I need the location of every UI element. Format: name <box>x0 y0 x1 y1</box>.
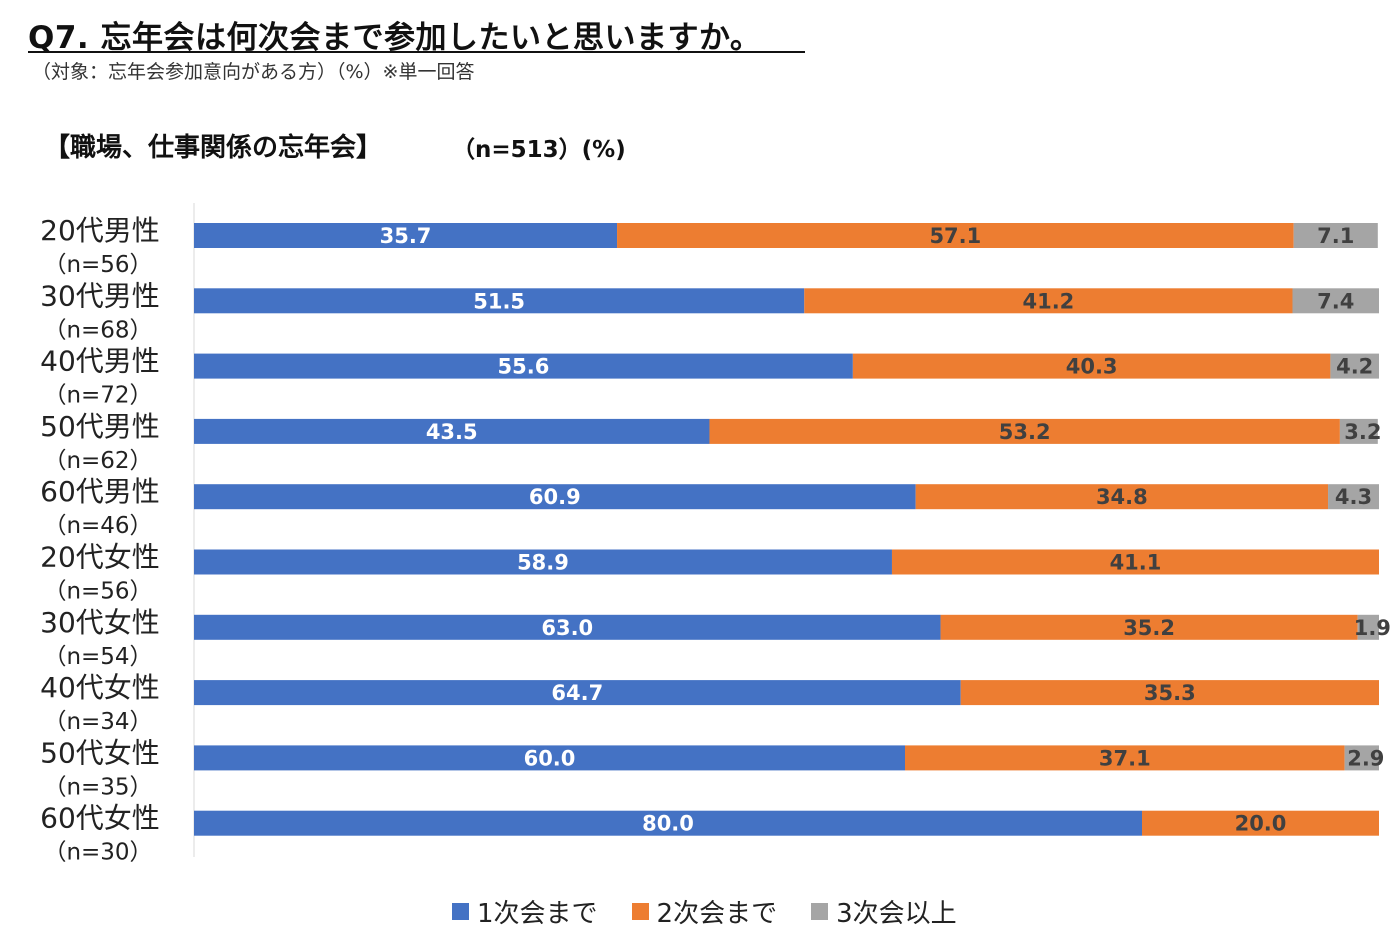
data-label-series-3: 3.2 <box>1344 420 1381 444</box>
data-label-series-2: 35.2 <box>1123 616 1175 640</box>
legend-item-series-2: 2次会まで <box>631 893 778 930</box>
category-label: 60代女性 <box>40 802 160 835</box>
data-label-series-2: 41.1 <box>1110 551 1162 575</box>
bar-segment-series-2 <box>960 680 1379 706</box>
bar-segment-series-2 <box>915 484 1329 510</box>
bar-segment-series-3 <box>1293 223 1378 248</box>
sample-size-label: （n=68） <box>43 317 152 343</box>
data-label-series-2: 40.3 <box>1066 355 1118 379</box>
data-label-series-3: 7.4 <box>1317 289 1354 313</box>
sample-size-label: （n=30） <box>43 840 152 866</box>
chart-legend: 1次会まで 2次会まで 3次会以上 <box>452 893 991 930</box>
data-label-series-1: 64.7 <box>551 681 603 705</box>
data-label-series-3: 1.9 <box>1354 616 1391 640</box>
bar-segment-series-2 <box>804 288 1293 314</box>
category-label: 50代女性 <box>40 736 160 769</box>
data-label-series-1: 63.0 <box>541 616 593 640</box>
data-label-series-2: 35.3 <box>1144 681 1196 705</box>
data-label-series-3: 7.1 <box>1317 224 1354 248</box>
data-label-series-2: 53.2 <box>999 420 1051 444</box>
category-label: 20代女性 <box>40 541 160 574</box>
legend-swatch-series-1 <box>452 903 469 920</box>
legend-label-series-1: 1次会まで <box>477 899 598 929</box>
legend-item-series-3: 3次会以上 <box>811 893 957 930</box>
legend-swatch-series-2 <box>631 903 649 920</box>
sample-size-label: （n=54） <box>43 644 152 670</box>
bar-segment-series-2 <box>905 745 1345 771</box>
data-label-series-2: 20.0 <box>1235 812 1287 836</box>
data-label-series-1: 60.9 <box>529 485 581 509</box>
sample-size-label: （n=72） <box>43 383 152 409</box>
question-note: （対象：忘年会参加意向がある方）（%）※単一回答 <box>32 61 475 83</box>
sample-size-label: （n=34） <box>43 709 152 735</box>
bar-segment-series-1 <box>194 614 941 640</box>
data-label-series-1: 43.5 <box>426 420 478 444</box>
bar-segment-series-1 <box>194 484 916 510</box>
data-label-series-1: 51.5 <box>473 289 525 313</box>
bar-segment-series-2 <box>617 223 1294 248</box>
data-label-series-2: 34.8 <box>1096 485 1148 509</box>
data-label-series-3: 4.2 <box>1336 355 1373 379</box>
data-label-series-1: 60.0 <box>524 746 576 770</box>
data-label-series-1: 35.7 <box>380 224 432 248</box>
bar-segment-series-1 <box>194 418 710 444</box>
bar-segment-series-2 <box>852 353 1331 379</box>
bar-segment-series-3 <box>1328 484 1379 510</box>
category-label: 60代男性 <box>40 475 160 508</box>
legend-label-series-3: 3次会以上 <box>836 899 957 929</box>
bar-segment-series-1 <box>194 745 905 771</box>
sample-size-label: （n=46） <box>43 513 152 539</box>
bar-segment-series-1 <box>194 549 892 575</box>
bar-segment-series-1 <box>194 288 805 314</box>
data-label-series-3: 4.3 <box>1335 485 1372 509</box>
sample-size-label: （n=35） <box>43 774 152 800</box>
bar-segment-series-2 <box>891 549 1379 575</box>
category-label: 30代男性 <box>40 279 160 312</box>
category-label: 30代女性 <box>40 606 160 639</box>
sample-size-label: （n=62） <box>43 448 152 474</box>
bar-segment-series-2 <box>709 418 1340 444</box>
question-title: Q7. 忘年会は何次会まで参加したいと思いますか。 <box>28 20 762 56</box>
bar-segment-series-3 <box>1357 614 1379 640</box>
bar-segment-series-3 <box>1292 288 1379 314</box>
bar-segment-series-1 <box>194 810 1142 836</box>
legend-label-series-2: 2次会まで <box>656 899 778 929</box>
legend-item-series-1: 1次会まで <box>452 893 598 930</box>
chart-title: 【職場、仕事関係の忘年会】 <box>44 133 383 163</box>
category-label: 40代女性 <box>40 671 160 704</box>
category-label: 20代男性 <box>40 214 160 247</box>
data-label-series-2: 57.1 <box>929 224 981 248</box>
sample-size-label: （n=56） <box>43 252 152 278</box>
data-label-series-3: 2.9 <box>1347 746 1384 770</box>
sample-size-label: （n=56） <box>43 579 152 605</box>
data-label-series-2: 37.1 <box>1099 746 1151 770</box>
chart-subtitle: （n=513）(%) <box>452 137 626 163</box>
data-label-series-1: 80.0 <box>642 812 694 836</box>
data-label-series-1: 58.9 <box>517 551 569 575</box>
bar-segment-series-3 <box>1344 745 1379 771</box>
bar-segment-series-3 <box>1339 418 1378 444</box>
data-label-series-2: 41.2 <box>1022 289 1074 313</box>
data-label-series-1: 55.6 <box>498 355 550 379</box>
bar-segment-series-1 <box>194 223 618 248</box>
category-label: 40代男性 <box>40 345 160 378</box>
bar-segment-series-2 <box>940 614 1358 640</box>
bar-segment-series-1 <box>194 680 961 706</box>
category-label: 50代男性 <box>40 410 160 443</box>
question-underline <box>28 51 805 53</box>
bar-segment-series-3 <box>1330 353 1379 379</box>
legend-swatch-series-3 <box>811 903 829 920</box>
bar-segment-series-2 <box>1142 810 1379 836</box>
bar-segment-series-1 <box>194 353 853 379</box>
